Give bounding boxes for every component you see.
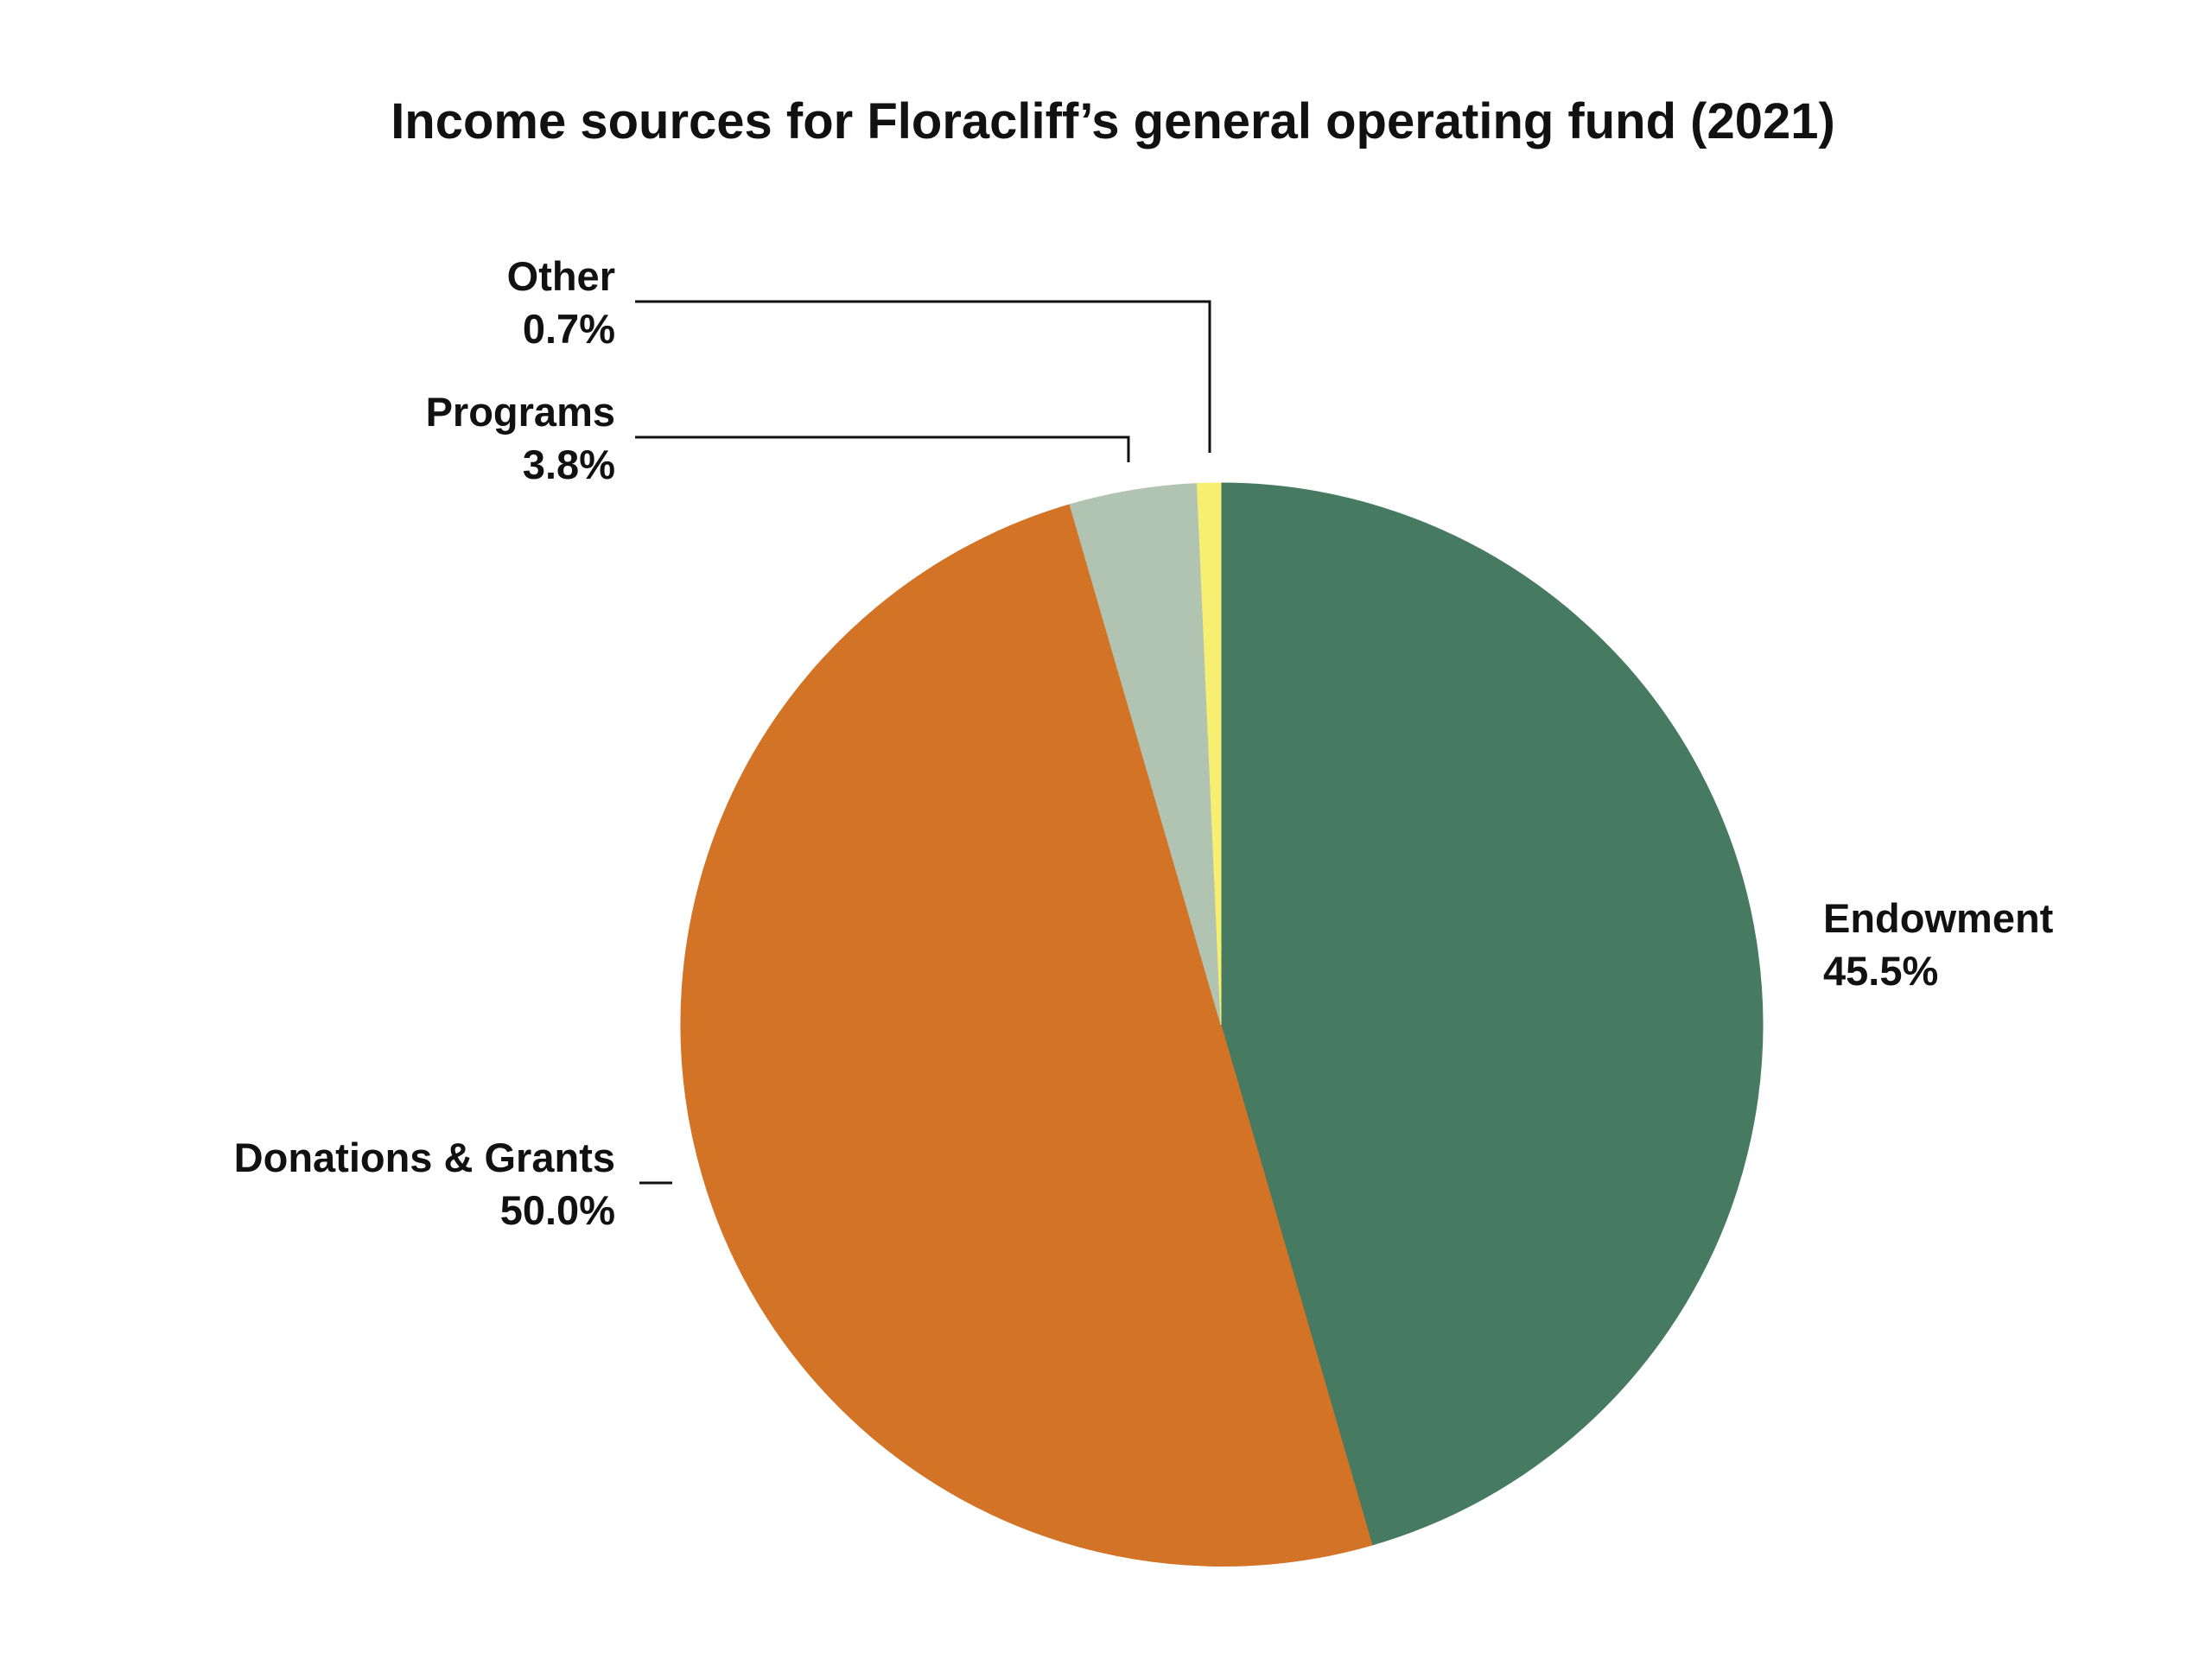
pie-slice-endowment <box>1220 482 1764 1546</box>
pie-slices <box>680 482 1764 1567</box>
slice-label-endowment-value: 45.5% <box>1823 948 1938 994</box>
pie-slice-other <box>1196 482 1222 1026</box>
slice-label-endowment-name: Endowment <box>1823 895 2054 941</box>
slice-label-programs-value: 3.8% <box>523 442 615 487</box>
chart-title: Income sources for Floracliff’s general … <box>391 93 1835 149</box>
leader-line-programs <box>635 435 1130 462</box>
slice-label-donations-value: 50.0% <box>500 1187 615 1233</box>
leader-line-other <box>635 300 1211 453</box>
pie-slice-donations-grants <box>680 504 1373 1567</box>
slice-label-donations-name: Donations & Grants <box>234 1135 615 1180</box>
slice-label-programs-name: Programs <box>426 389 615 435</box>
slice-label-other-value: 0.7% <box>523 306 615 352</box>
slice-label-other-name: Other <box>507 253 615 299</box>
